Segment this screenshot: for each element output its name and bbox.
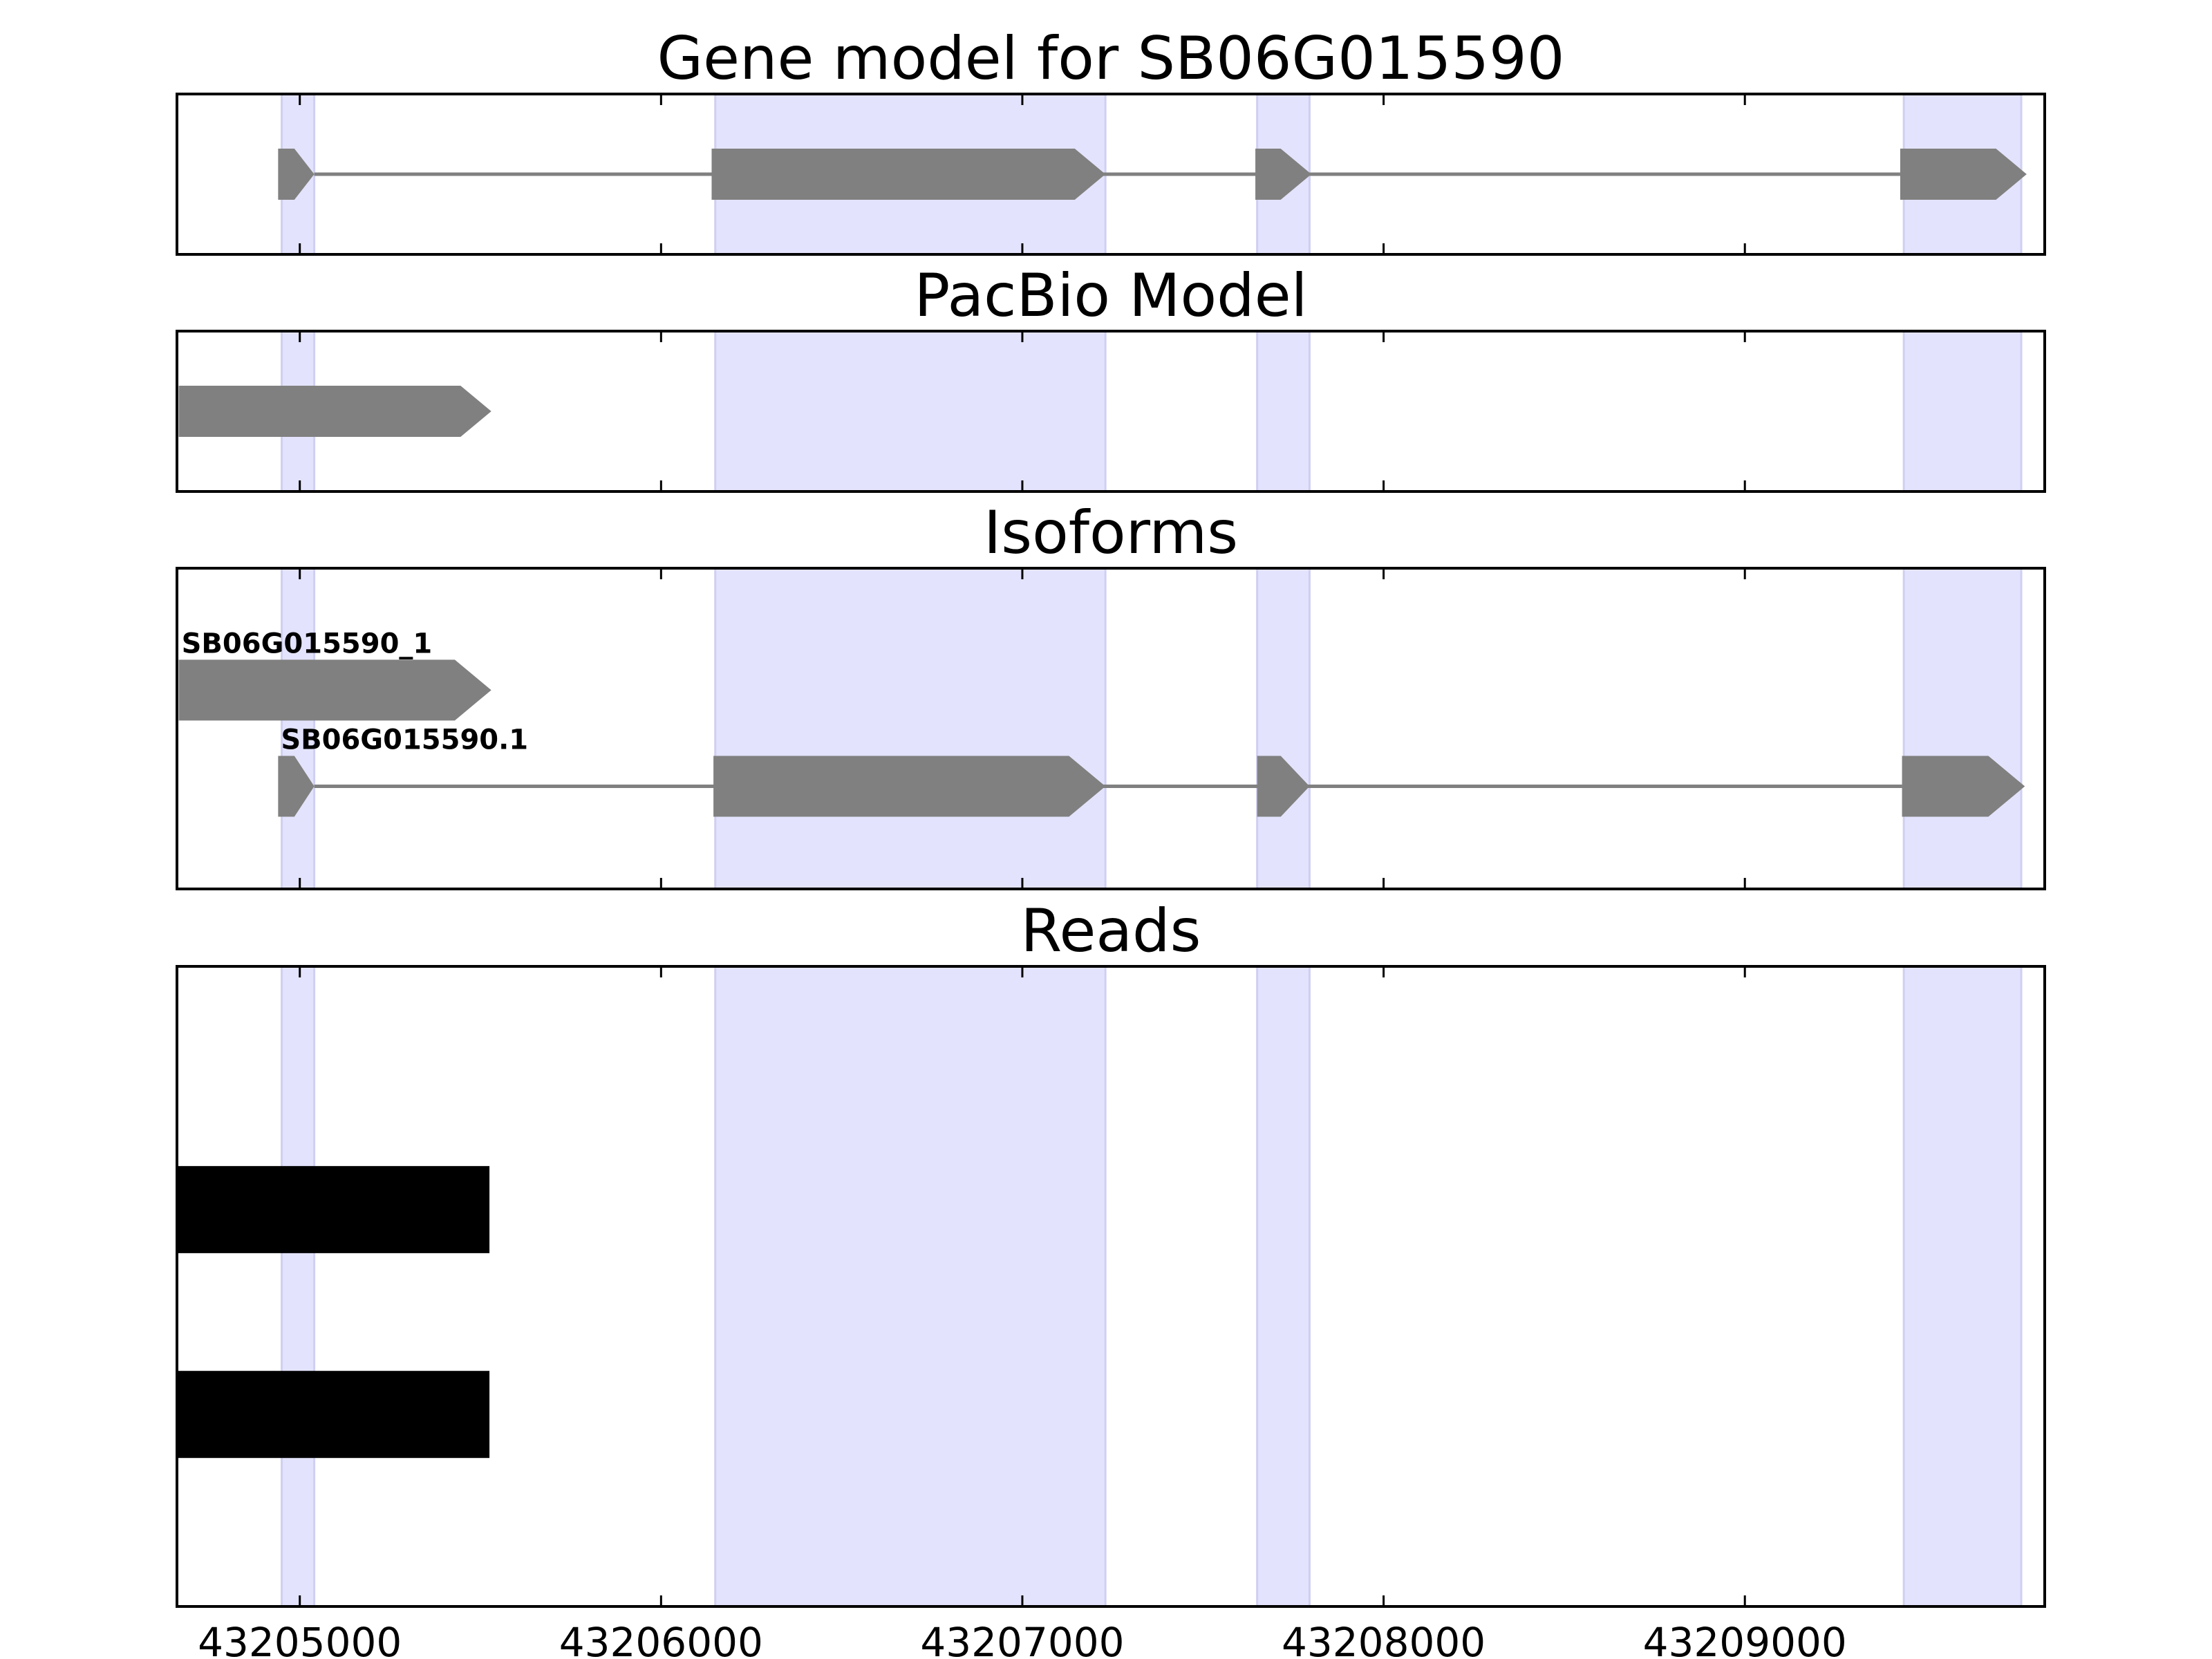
exon-0-0 [278, 149, 315, 200]
read-1 [177, 1371, 490, 1459]
exon-band-3 [1902, 330, 2023, 493]
panel-pacbio-model: PacBio Model [176, 261, 2046, 493]
exon-band-2 [1256, 567, 1311, 890]
exon-0-1 [711, 149, 1106, 200]
exon-0-3 [1900, 149, 2027, 200]
panel-frame [176, 567, 2046, 890]
exon-1-0 [278, 756, 315, 817]
exon-band-1 [714, 965, 1107, 1608]
x-tick-label: 43207000 [920, 1619, 1124, 1659]
panel-title: Gene model for SB06G015590 [657, 24, 1565, 93]
exon-0-2 [1255, 149, 1312, 200]
exon-1-2 [1257, 756, 1310, 817]
x-tick-label: 43205000 [198, 1619, 402, 1659]
panel-frame [176, 330, 2046, 493]
exon-0-0 [178, 386, 491, 437]
panels-layer: Gene model for SB06G015590 PacBio Model SB… [176, 24, 2046, 1659]
x-tick-label: 43206000 [559, 1619, 763, 1659]
panel-title: PacBio Model [914, 261, 1307, 330]
panel-isoforms: SB06G015590_1 SB06G015590.1 Isoforms [176, 498, 2046, 890]
panel-frame [176, 93, 2046, 256]
exon-band-0 [281, 965, 316, 1608]
exon-1-1 [713, 756, 1106, 817]
isoform-label: SB06G015590.1 [281, 724, 528, 756]
exon-band-1 [714, 567, 1107, 890]
x-tick-label: 43209000 [1643, 1619, 1847, 1659]
exon-band-2 [1256, 330, 1311, 493]
read-0 [177, 1165, 490, 1253]
panel-title: Reads [1021, 897, 1201, 966]
x-tick-label: 43208000 [1282, 1619, 1485, 1659]
panel-frame [176, 965, 2046, 1608]
isoform-label: SB06G015590_1 [182, 628, 433, 659]
exon-band-1 [714, 330, 1107, 493]
exon-band-0 [281, 567, 316, 890]
panel-title: Isoforms [984, 498, 1238, 568]
exon-1-3 [1902, 756, 2025, 817]
exon-band-2 [1256, 965, 1311, 1608]
exon-band-3 [1902, 567, 2023, 890]
exon-band-3 [1902, 965, 2023, 1608]
exon-0-0 [178, 659, 491, 721]
panel-gene-model: Gene model for SB06G015590 [176, 24, 2046, 256]
panel-reads: Reads 43205000 43206000 43207000 43208000 432… [176, 897, 2046, 1659]
